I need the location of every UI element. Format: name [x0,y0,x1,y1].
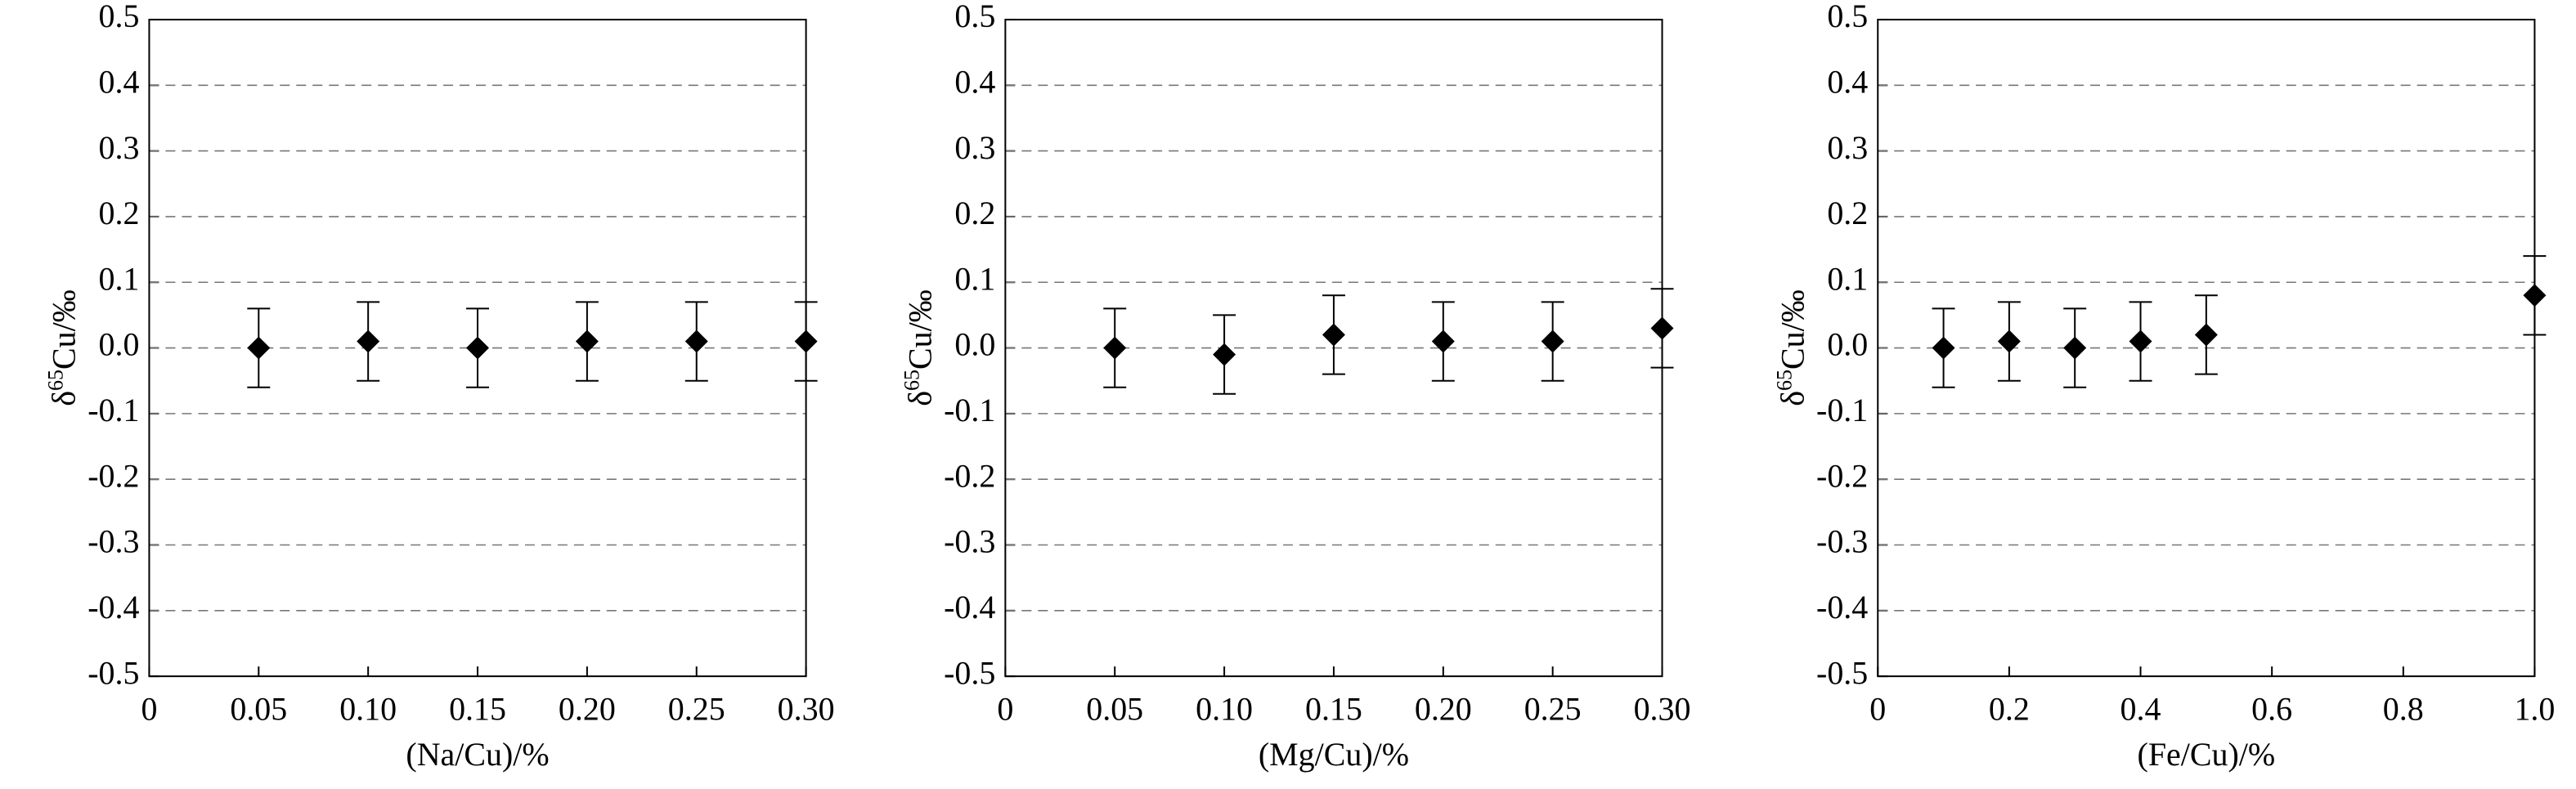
y-tick-label: 0.3 [1827,129,1868,166]
y-tick-label: -0.5 [88,654,139,691]
y-tick-label: -0.5 [944,654,995,691]
x-tick-label: 0 [1869,690,1886,727]
y-tick-label: -0.3 [1816,523,1868,560]
point [1650,316,1674,340]
y-tick-label: -0.5 [1816,654,1868,691]
y-axis-label-part: Cu/‰ [902,289,939,370]
y-tick-label: 0.2 [1827,195,1868,231]
y-tick-label: 0.0 [99,326,140,363]
y-axis-label-part: δ [902,391,939,406]
point [1431,329,1455,353]
point [247,336,271,360]
y-axis-label: δ65Cu/‰ [900,289,938,406]
point [2523,284,2547,307]
point [1932,336,1955,360]
x-tick-label: 0.8 [2383,690,2424,727]
y-tick-label: -0.1 [1816,392,1868,428]
y-tick-label: 0.5 [99,0,140,34]
point [794,329,818,353]
point [684,329,708,353]
x-tick-label: 0.10 [339,690,397,727]
y-tick-label: -0.4 [1816,589,1868,625]
x-tick-label: 0.25 [1524,690,1582,727]
y-tick-label: -0.2 [1816,457,1868,494]
y-tick-label: 0.2 [954,195,995,231]
y-tick-label: 0.5 [954,0,995,34]
x-tick-label: 0.25 [668,690,725,727]
y-axis-label-part: δ [1775,391,1811,406]
point [1541,329,1564,353]
point [2129,329,2152,353]
x-axis-label: (Na/Cu)/% [406,736,549,773]
point [1997,329,2021,353]
x-axis-label: (Mg/Cu)/% [1259,736,1409,773]
x-tick-label: 0.30 [1634,690,1691,727]
x-axis-label: (Fe/Cu)/% [2138,736,2276,773]
y-axis-label-part: 65 [900,370,923,391]
x-tick-label: 0 [141,690,157,727]
y-tick-label: -0.3 [88,523,139,560]
plot-frame [1877,18,2536,678]
y-axis-label: δ65Cu/‰ [44,289,83,406]
x-tick-label: 0.05 [1086,690,1143,727]
y-axis-label-part: δ [46,391,83,406]
x-tick-label: 0.10 [1196,690,1253,727]
x-tick-label: 0 [997,690,1013,727]
y-tick-label: -0.4 [944,589,995,625]
point [466,336,490,360]
point [1322,323,1345,347]
y-tick-label: 0.0 [954,326,995,363]
x-tick-label: 0.30 [778,690,835,727]
y-tick-label: 0.1 [99,260,140,297]
point [1103,336,1127,360]
y-tick-label: 0.2 [99,195,140,231]
y-tick-label: -0.2 [88,457,139,494]
y-tick-label: -0.1 [88,392,139,428]
y-tick-label: 0.3 [954,129,995,166]
y-axis-label-part: 65 [44,370,68,391]
x-tick-label: 0.6 [2251,690,2292,727]
x-tick-label: 0.20 [559,690,616,727]
y-tick-label: 0.4 [954,63,995,100]
y-tick-label: 0.3 [99,129,140,166]
y-tick-label: -0.4 [88,589,139,625]
point [2063,336,2087,360]
y-tick-label: 0.1 [954,260,995,297]
point [2194,323,2218,347]
y-tick-label: 0.4 [99,63,140,100]
y-tick-label: 0.5 [1827,0,1868,34]
x-tick-label: 0.15 [1305,690,1362,727]
y-tick-label: 0.4 [1827,63,1868,100]
y-tick-label: 0.1 [1827,260,1868,297]
y-axis-label-part: Cu/‰ [46,289,83,370]
y-tick-label: -0.1 [944,392,995,428]
x-tick-label: 0.15 [449,690,506,727]
y-axis-label: δ65Cu/‰ [1772,289,1811,406]
x-tick-label: 1.0 [2514,690,2555,727]
y-axis-label-part: 65 [1772,370,1796,391]
point [575,329,599,353]
point [1213,343,1236,366]
x-tick-label: 0.2 [1989,690,2030,727]
x-tick-label: 0.20 [1415,690,1472,727]
y-tick-label: -0.2 [944,457,995,494]
x-tick-label: 0.05 [230,690,287,727]
y-tick-label: 0.0 [1827,326,1868,363]
y-axis-label-part: Cu/‰ [1775,289,1811,370]
y-tick-label: -0.3 [944,523,995,560]
x-tick-label: 0.4 [2120,690,2161,727]
point [357,329,380,353]
